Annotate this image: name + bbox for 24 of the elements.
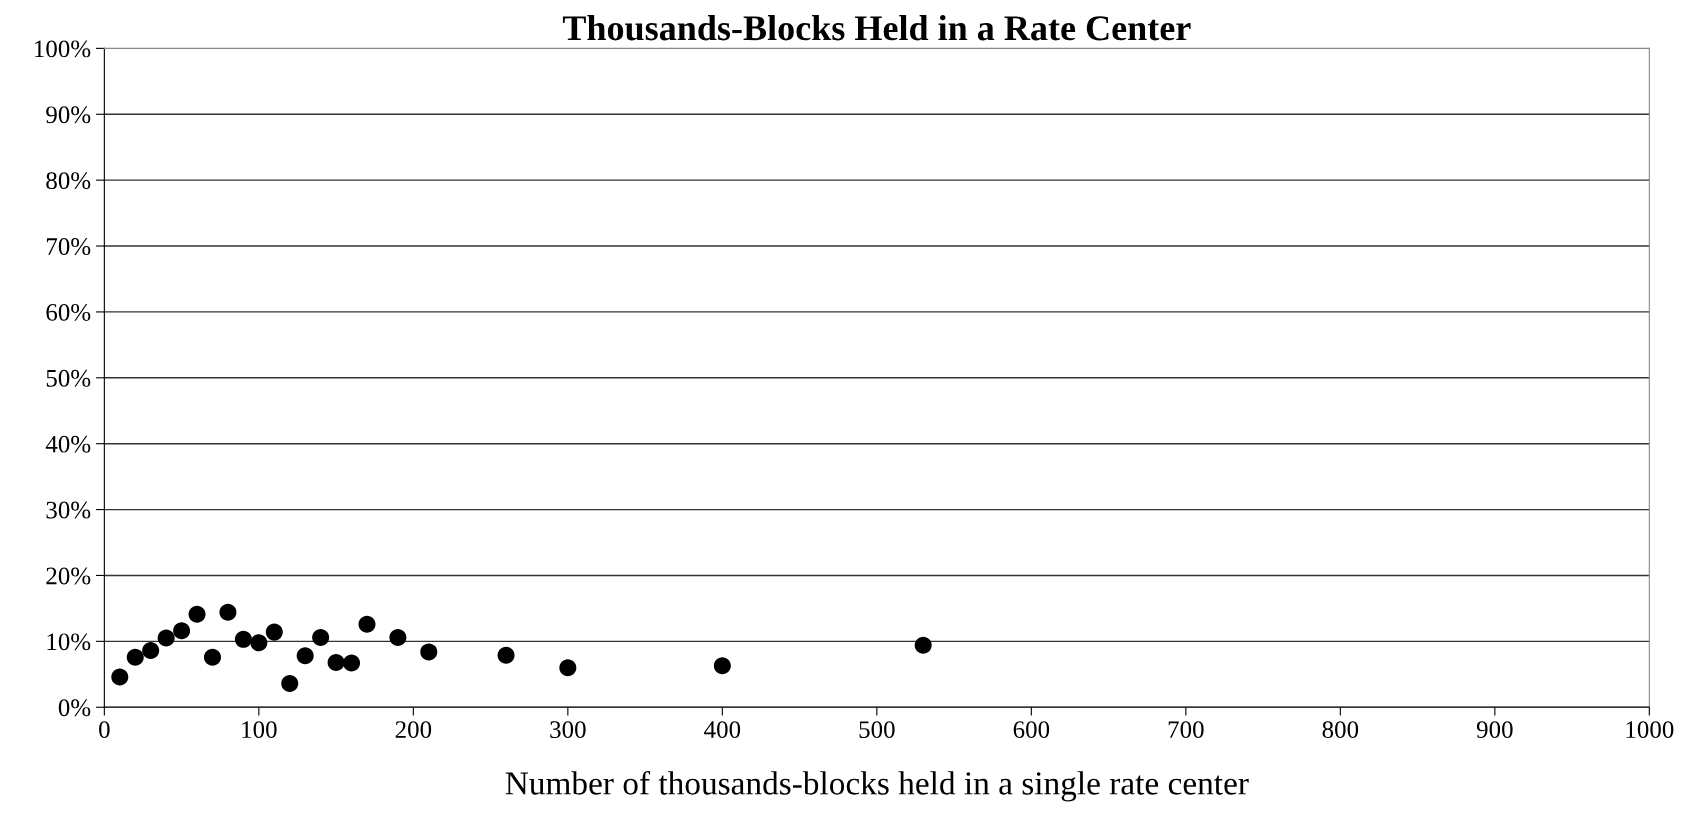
y-tick-label: 80% [46,172,91,190]
y-tick-label: 90% [46,106,91,124]
y-tick-label: 100% [35,40,91,58]
y-tick-label: 0% [58,699,91,717]
x-tick-label: 300 [550,721,586,739]
chart-title: Thousands-Blocks Held in a Rate Center [562,14,1191,41]
x-tick-label: 900 [1476,721,1513,739]
x-tick-label: 500 [859,721,895,739]
x-tick-label: 1000 [1626,721,1674,739]
y-tick-label: 60% [46,303,91,321]
x-tick-label: 0 [99,721,110,739]
x-tick-label: 700 [1168,721,1204,739]
x-tick-label: 800 [1322,721,1359,739]
y-tick-label: 30% [46,501,91,519]
x-axis-title: Number of thousands-blocks held in a single rate center [505,770,1249,802]
x-tick-label: 200 [395,721,432,739]
y-tick-label: 70% [46,238,91,256]
y-tick-label: 50% [46,369,91,387]
x-tick-label: 600 [1013,721,1050,739]
y-tick-label: 40% [45,435,91,453]
x-tick-label: 400 [704,721,741,739]
y-tick-label: 20% [46,567,91,585]
y-tick-label: 10% [47,633,91,651]
x-tick-label: 100 [242,721,277,739]
